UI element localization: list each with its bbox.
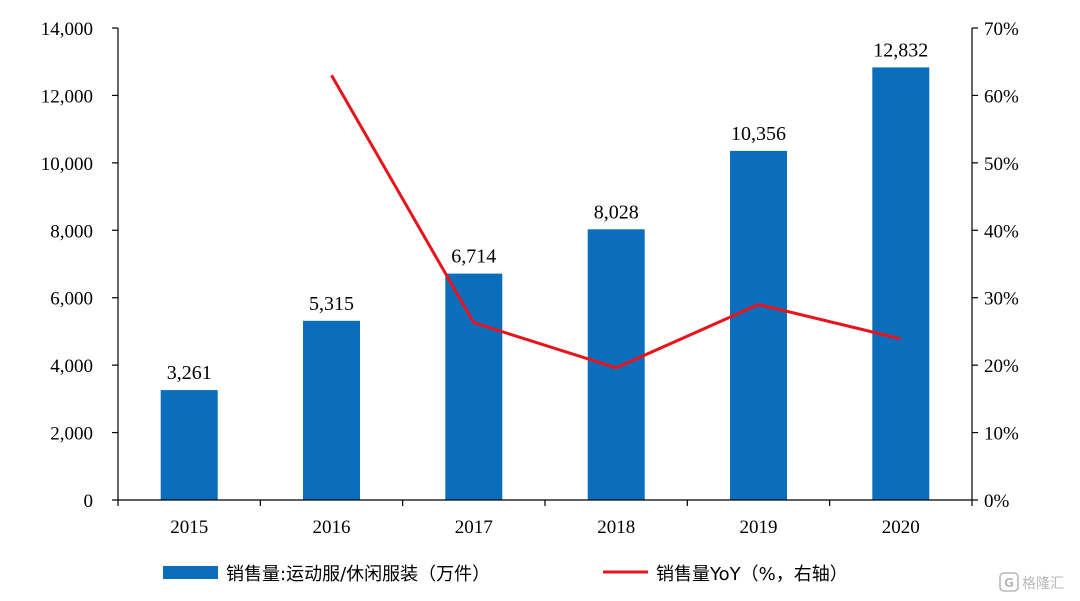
yoy-line [330, 74, 902, 370]
x-tick-label: 2020 [882, 517, 920, 538]
left-tick-label: 0 [84, 491, 94, 512]
right-tick-label: 30% [984, 289, 1019, 310]
left-tick-label: 2,000 [50, 424, 93, 445]
bar-2018 [587, 229, 645, 501]
labels-layer: 3,261 5,315 6,714 8,028 10,356 12,832 [167, 39, 929, 384]
bar-value-label: 12,832 [873, 39, 928, 61]
watermark-text: 格隆汇 [1022, 576, 1064, 592]
bar-2020 [872, 67, 930, 501]
right-tick-label: 70% [984, 19, 1019, 40]
legend-label-line: 销售量YoY（%，右轴） [656, 564, 848, 585]
bar-value-label: 8,028 [594, 201, 639, 223]
right-tick-label: 0% [984, 491, 1010, 512]
bar-2015 [160, 390, 218, 500]
line-layer [330, 74, 902, 370]
left-tick-label: 6,000 [50, 289, 93, 310]
right-tick-label: 60% [984, 86, 1019, 107]
x-tick-label: 2017 [455, 517, 493, 538]
right-tick-label: 40% [984, 221, 1019, 242]
watermark: G 格隆汇 [999, 572, 1064, 592]
bar-value-label: 5,315 [309, 293, 354, 315]
logo-icon: G [999, 572, 1019, 592]
x-tick-label: 2016 [313, 517, 351, 538]
left-tick-label: 14,000 [41, 19, 93, 40]
svg-text:G: G [1004, 576, 1014, 590]
bar-value-label: 3,261 [167, 362, 212, 384]
legend: 销售量:运动服/休闲服装（万件） 销售量YoY（%，右轴） [163, 564, 848, 585]
x-tick-label: 2019 [740, 517, 778, 538]
left-tick-label: 8,000 [50, 221, 93, 242]
legend-label-bar: 销售量:运动服/休闲服装（万件） [226, 564, 490, 585]
x-tick-label: 2015 [170, 517, 208, 538]
axes-layer: 0 2,000 4,000 6,000 8,000 10,000 12,000 14,000 0… [41, 19, 1019, 538]
bar-value-label: 10,356 [731, 123, 786, 145]
bars-layer [160, 67, 930, 501]
right-tick-label: 10% [984, 424, 1019, 445]
bar-2019 [730, 150, 787, 500]
right-tick-label: 50% [984, 154, 1019, 175]
x-tick-label: 2018 [597, 517, 635, 538]
left-tick-label: 4,000 [50, 356, 93, 377]
left-tick-label: 10,000 [41, 154, 93, 175]
left-tick-label: 12,000 [41, 86, 93, 107]
bar-2016 [303, 320, 360, 500]
bar-value-label: 6,714 [451, 246, 496, 268]
right-tick-label: 20% [984, 356, 1019, 377]
bar-2017 [445, 273, 503, 500]
legend-swatch-bar [163, 566, 218, 579]
